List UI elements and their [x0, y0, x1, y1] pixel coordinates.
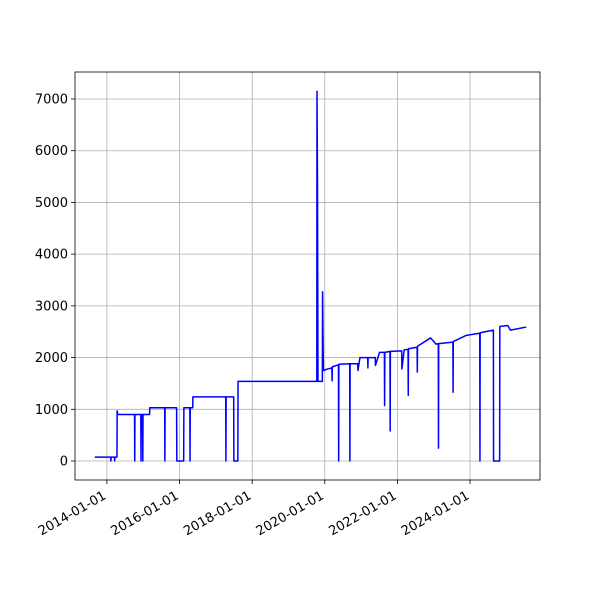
y-tick-label: 7000	[35, 92, 68, 107]
y-tick-label: 4000	[35, 248, 68, 263]
x-tick-label: 2022-01-01	[326, 488, 399, 539]
y-tick-label: 0	[60, 455, 68, 470]
x-tick-label: 2018-01-01	[181, 488, 254, 539]
x-tick-label: 2014-01-01	[36, 488, 109, 539]
x-tick-label: 2024-01-01	[399, 488, 472, 539]
data-line	[94, 90, 527, 462]
x-tick-label: 2020-01-01	[254, 488, 327, 539]
x-tick-label: 2016-01-01	[109, 488, 182, 539]
y-tick-label: 6000	[35, 144, 68, 159]
y-tick-label: 1000	[35, 403, 68, 418]
plot-frame	[74, 71, 541, 481]
y-tick-label: 2000	[35, 351, 68, 366]
y-tick-label: 3000	[35, 299, 68, 314]
y-tick-label: 5000	[35, 196, 68, 211]
